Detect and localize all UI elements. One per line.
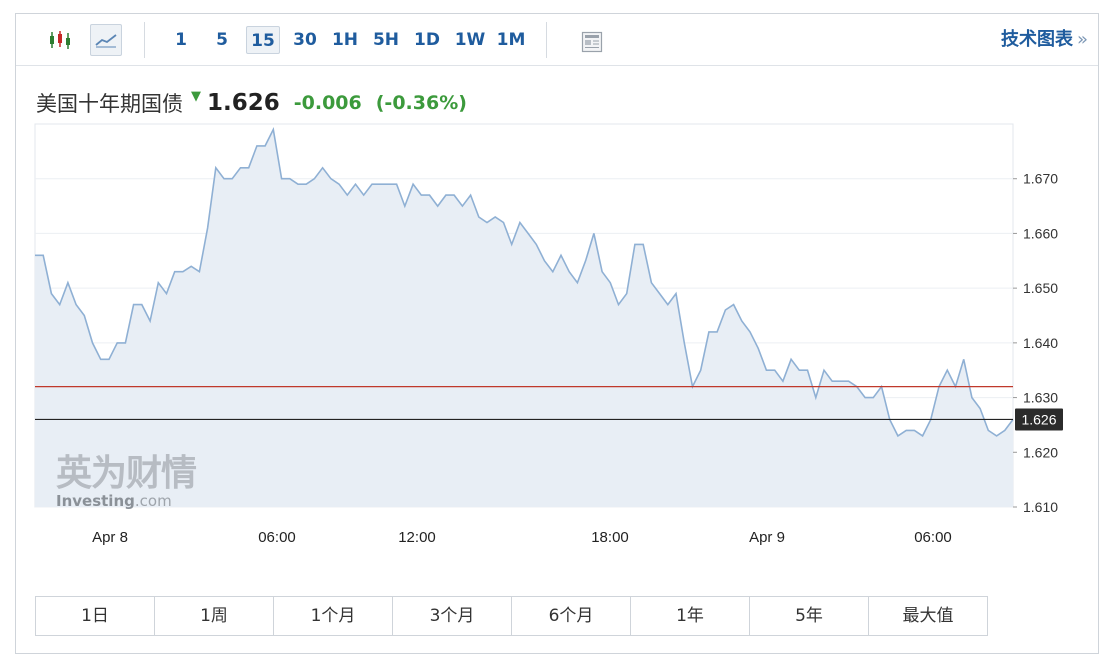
y-tick-label-4: 1.630 bbox=[1023, 390, 1058, 406]
news-icon[interactable] bbox=[576, 26, 608, 58]
technical-chart-label: 技术图表 bbox=[1000, 29, 1073, 50]
x-tick-label-1: 06:00 bbox=[258, 529, 296, 546]
instrument-name: 美国十年期国债 bbox=[36, 92, 183, 116]
range-1y[interactable]: 1年 bbox=[631, 597, 750, 635]
y-axis: 1.670 1.660 1.650 1.640 1.630 1.620 1.610 1.626 bbox=[1013, 171, 1063, 515]
x-tick-label-5: 06:00 bbox=[914, 529, 952, 546]
range-max[interactable]: 最大值 bbox=[902, 606, 954, 626]
interval-1d[interactable]: 1D bbox=[414, 30, 440, 50]
interval-1w[interactable]: 1W bbox=[454, 30, 486, 50]
y-tick-label-2: 1.650 bbox=[1023, 280, 1058, 296]
interval-5h[interactable]: 5H bbox=[372, 30, 400, 50]
investing-watermark-logo: 英为财情 Investing.com bbox=[56, 444, 197, 510]
candlestick-icon[interactable] bbox=[44, 24, 76, 56]
toolbar-divider bbox=[144, 22, 145, 58]
range-selector: 1日 1周 1个月 3个月 6个月 1年 5年 最大值 bbox=[35, 596, 988, 636]
interval-30[interactable]: 30 bbox=[293, 30, 317, 50]
range-1m[interactable]: 1个月 bbox=[274, 597, 393, 635]
chart-lines bbox=[35, 126, 1014, 438]
price-chart[interactable]: 1.670 1.660 1.650 1.640 1.630 1.620 1.610 1.626… bbox=[16, 14, 1098, 584]
chart-widget: 1 5 15 30 1H 5H 1D 1W 1M 技术图表» 美国十年期国债 ▼… bbox=[15, 13, 1099, 654]
chart-area bbox=[35, 129, 1013, 507]
line-chart-icon[interactable] bbox=[90, 24, 122, 56]
range-3m[interactable]: 3个月 bbox=[393, 597, 512, 635]
watermark-en-suffix: .com bbox=[134, 492, 172, 510]
y-tick-label-6: 1.610 bbox=[1023, 499, 1058, 515]
x-tick-label-3: 18:00 bbox=[591, 529, 629, 546]
interval-1m[interactable]: 1M bbox=[496, 30, 526, 50]
x-axis: Apr 8 06:00 12:00 18:00 Apr 9 06:00 bbox=[92, 529, 952, 546]
price-line bbox=[35, 126, 1014, 438]
chart-toolbar: 1 5 15 30 1H 5H 1D 1W 1M 技术图表» bbox=[16, 14, 1098, 66]
watermark-en: Investing.com bbox=[56, 492, 196, 510]
y-tick-label-5: 1.620 bbox=[1023, 444, 1058, 460]
range-6m[interactable]: 6个月 bbox=[512, 597, 631, 635]
range-5y[interactable]: 5年 bbox=[750, 597, 869, 635]
arrow-down-icon: ▼ bbox=[191, 88, 201, 104]
interval-1[interactable]: 1 bbox=[175, 30, 187, 50]
interval-5[interactable]: 5 bbox=[216, 30, 228, 50]
watermark-cn: 英为财情 bbox=[56, 452, 197, 494]
price-change: -0.006 bbox=[293, 92, 362, 114]
technical-chart-link[interactable]: 技术图表» bbox=[1001, 27, 1088, 53]
price-change-percent: (-0.36%) bbox=[375, 92, 467, 114]
x-tick-label-0: Apr 8 bbox=[92, 529, 128, 546]
range-1w[interactable]: 1周 bbox=[155, 597, 274, 635]
interval-1h[interactable]: 1H bbox=[331, 30, 359, 50]
interval-15[interactable]: 15 bbox=[246, 26, 280, 54]
y-tick-label-0: 1.670 bbox=[1023, 171, 1058, 187]
last-price: 1.626 bbox=[207, 90, 280, 116]
price-area-fill bbox=[35, 129, 1013, 507]
y-tick-label-1: 1.660 bbox=[1023, 225, 1058, 241]
current-price-badge bbox=[1015, 408, 1063, 431]
quote-header: 美国十年期国债 ▼ 1.626 -0.006 (-0.36%) bbox=[36, 86, 481, 120]
toolbar-divider bbox=[546, 22, 547, 58]
x-tick-label-2: 12:00 bbox=[398, 529, 436, 546]
y-tick-label-3: 1.640 bbox=[1023, 335, 1058, 351]
x-tick-label-4: Apr 9 bbox=[749, 529, 785, 546]
current-price-label: 1.626 bbox=[1021, 411, 1056, 427]
double-chevron-right-icon: » bbox=[1076, 29, 1088, 50]
watermark-en-bold: Investing bbox=[56, 492, 135, 510]
range-1d[interactable]: 1日 bbox=[36, 597, 155, 635]
